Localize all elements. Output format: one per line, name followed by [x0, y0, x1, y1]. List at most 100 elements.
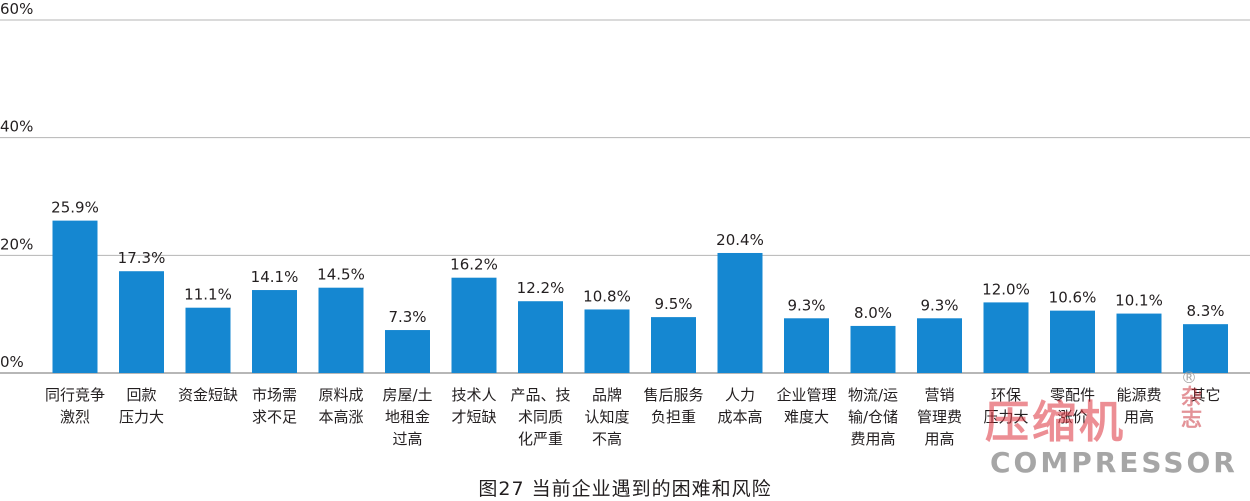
- bar: [1183, 324, 1228, 373]
- bar-value-label: 9.3%: [920, 296, 958, 314]
- bar: [252, 290, 297, 373]
- bar: [385, 330, 430, 373]
- y-tick-label: 60%: [0, 0, 33, 18]
- x-category-label: 市场需求不足: [252, 386, 297, 426]
- x-category-label-line: 术同质: [518, 408, 563, 426]
- bar: [318, 287, 364, 373]
- bar-value-label: 17.3%: [118, 249, 166, 267]
- x-category-label-line: 其它: [1190, 386, 1220, 404]
- x-category-label-line: 化严重: [518, 430, 563, 448]
- bar: [651, 317, 696, 373]
- x-category-label: 技术人才短缺: [451, 386, 496, 426]
- x-category-label-line: 不高: [592, 430, 622, 448]
- x-category-label: 企业管理难度大: [776, 386, 836, 426]
- x-category-label-line: 营销: [924, 386, 954, 404]
- y-axis-ticks: 0% 20% 40% 60%: [0, 0, 33, 371]
- bar-value-label: 11.1%: [184, 286, 232, 304]
- x-category-label: 人力成本高: [717, 386, 762, 426]
- x-category-label-line: 零配件: [1050, 386, 1095, 404]
- x-category-label-line: 求不足: [252, 408, 297, 426]
- bar-value-label: 12.2%: [517, 279, 565, 297]
- bar-value-label: 7.3%: [388, 308, 426, 326]
- x-category-label-line: 市场需: [252, 386, 297, 404]
- bar: [518, 301, 563, 373]
- bar-value-label: 14.5%: [317, 266, 365, 284]
- x-category-label-line: 人力: [725, 386, 755, 404]
- x-category-label: 原料成本高涨: [318, 386, 363, 426]
- x-category-label-line: 才短缺: [451, 408, 496, 426]
- bar: [784, 318, 829, 373]
- x-category-label: 售后服务负担重: [643, 386, 703, 426]
- x-category-label-line: 认知度: [584, 408, 629, 426]
- bar: [1116, 313, 1162, 373]
- x-category-label: 房屋/土地租金过高: [382, 386, 432, 448]
- x-category-label-line: 用高: [1124, 408, 1154, 426]
- bar-value-label: 16.2%: [450, 256, 498, 274]
- x-category-label-line: 压力大: [983, 408, 1028, 426]
- watermark-sub-text: COMPRESSOR: [990, 446, 1238, 479]
- bar: [451, 277, 497, 373]
- value-labels: 25.9% 17.3% 11.1% 14.1% 14.5% 7.3% 16.2% 12.2% 1…: [51, 199, 1224, 326]
- x-category-label-line: 难度大: [784, 408, 829, 426]
- x-category-label: 环保压力大: [983, 386, 1028, 426]
- watermark-main-text: 压缩机: [985, 397, 1126, 448]
- y-tick-label: 0%: [0, 353, 24, 371]
- bar: [717, 252, 763, 373]
- x-category-label-line: 过高: [392, 430, 422, 448]
- bar-value-label: 10.6%: [1049, 289, 1097, 307]
- x-category-label-line: 同行竞争: [45, 386, 105, 404]
- bar: [119, 271, 164, 373]
- x-category-label-line: 涨价: [1057, 408, 1087, 426]
- bar: [584, 309, 630, 373]
- x-category-label-line: 物流/运: [848, 386, 898, 404]
- x-category-label: 同行竞争激烈: [45, 386, 105, 426]
- bar-value-label: 20.4%: [716, 231, 764, 249]
- x-category-label: 能源费用高: [1116, 386, 1161, 426]
- x-category-label: 零配件涨价: [1050, 386, 1095, 426]
- x-category-label-line: 本高涨: [318, 408, 363, 426]
- bars: [52, 220, 1228, 373]
- x-category-label-line: 压力大: [119, 408, 164, 426]
- x-category-label-line: 成本高: [717, 408, 762, 426]
- bar-value-label: 9.3%: [787, 296, 825, 314]
- x-category-label-line: 售后服务: [643, 386, 703, 404]
- bar-value-label: 8.0%: [854, 304, 892, 322]
- bar-value-label: 25.9%: [51, 199, 99, 217]
- x-category-label-line: 原料成: [318, 386, 363, 404]
- bar-value-label: 12.0%: [982, 280, 1030, 298]
- x-category-label-line: 用高: [924, 430, 954, 448]
- x-category-label: 物流/运输/仓储费用高: [848, 386, 898, 448]
- x-category-label-line: 地租金: [385, 408, 430, 426]
- x-category-label: 回款压力大: [119, 386, 164, 426]
- bar-value-label: 10.8%: [583, 287, 631, 305]
- bar-value-label: 8.3%: [1186, 302, 1224, 320]
- x-category-label-line: 环保: [991, 386, 1021, 404]
- x-category-label-line: 品牌: [592, 386, 622, 404]
- x-category-label-line: 技术人: [451, 386, 496, 404]
- x-category-label: 产品、技术同质化严重: [510, 386, 570, 448]
- x-category-label: 营销管理费用高: [917, 386, 962, 448]
- bar-value-label: 9.5%: [654, 295, 692, 313]
- x-category-label: 其它: [1190, 386, 1220, 404]
- x-category-label-line: 回款: [126, 386, 156, 404]
- x-category-label-line: 房屋/土: [382, 386, 432, 404]
- x-category-label-line: 输/仓储: [848, 408, 898, 426]
- x-category-label-line: 资金短缺: [178, 386, 238, 404]
- x-category-label: 资金短缺: [178, 386, 238, 404]
- bar: [52, 220, 98, 373]
- chart-title: 图27 当前企业遇到的困难和风险: [478, 478, 772, 500]
- x-category-label: 品牌认知度不高: [584, 386, 629, 448]
- x-category-label-line: 管理费: [917, 408, 962, 426]
- watermark-side-text: 杂志: [1181, 385, 1202, 431]
- bar: [850, 325, 896, 373]
- bar: [1050, 310, 1095, 373]
- x-category-label-line: 能源费: [1116, 386, 1161, 404]
- x-category-label-line: 产品、技: [510, 386, 570, 404]
- x-category-label-line: 企业管理: [776, 386, 836, 404]
- bar-value-label: 14.1%: [251, 268, 299, 286]
- bar: [185, 307, 231, 373]
- bar: [917, 318, 962, 373]
- y-tick-label: 40%: [0, 118, 33, 136]
